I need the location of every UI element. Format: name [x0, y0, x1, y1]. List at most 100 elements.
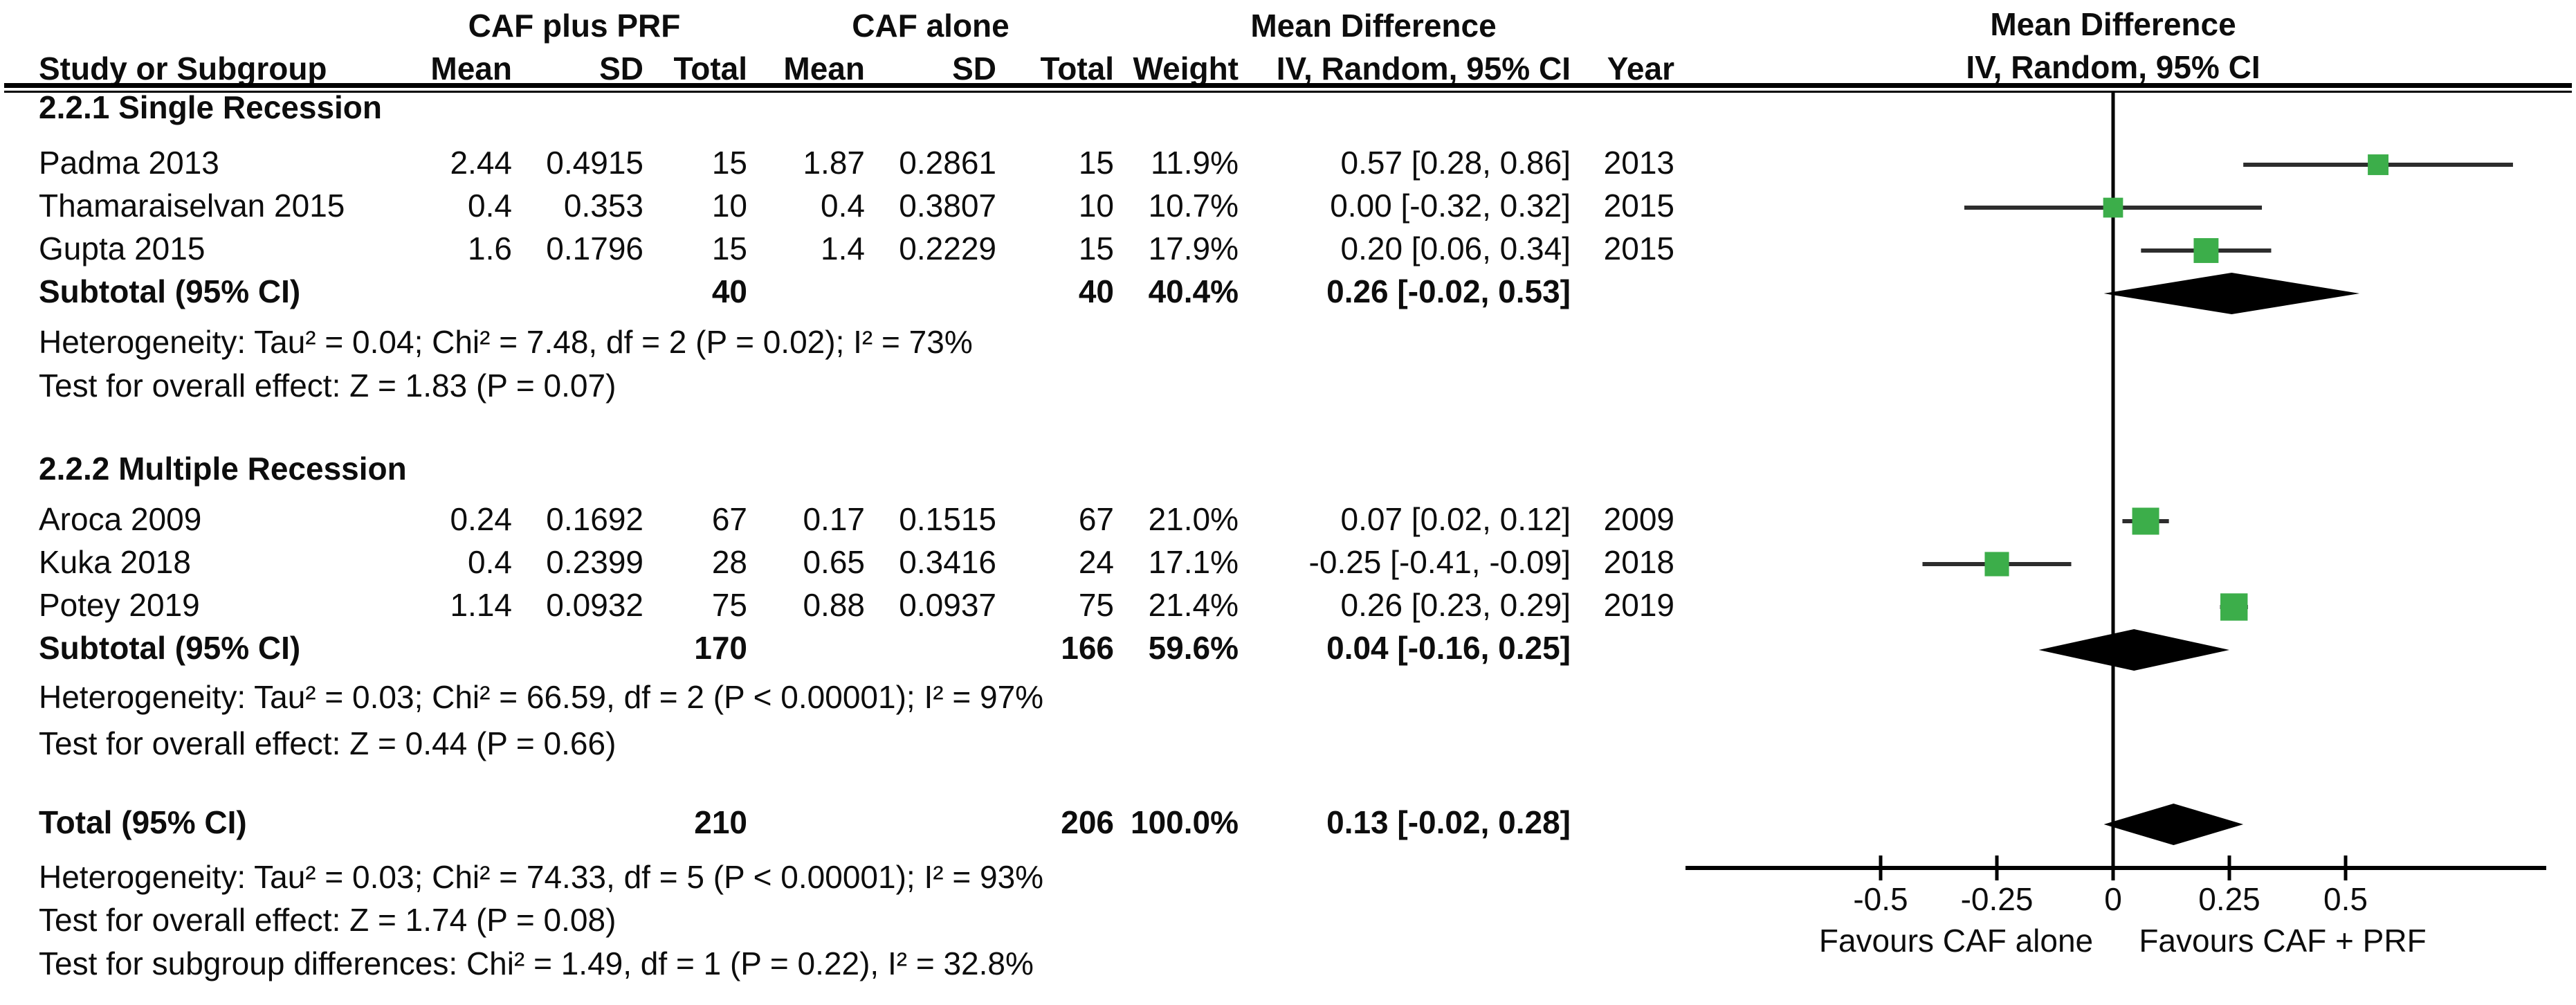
md-ci-text: 0.07 [0.02, 0.12]: [1340, 501, 1571, 537]
total-label: Total (95% CI): [39, 804, 247, 840]
col-header-sd-ctl: SD: [952, 51, 996, 87]
weight-value: 17.9%: [1148, 230, 1239, 266]
col-header-mean-exp: Mean: [430, 51, 512, 87]
weight-value: 11.9%: [1150, 145, 1239, 181]
statistics-note: Test for overall effect: Z = 1.83 (P = 0…: [39, 368, 616, 404]
statistics-note: Heterogeneity: Tau² = 0.03; Chi² = 66.59…: [39, 679, 1044, 715]
subtotal-label: Subtotal (95% CI): [39, 630, 301, 666]
note-row: Heterogeneity: Tau² = 0.03; Chi² = 66.59…: [0, 680, 1702, 718]
weight-value: 17.1%: [1148, 544, 1239, 580]
mean-control: 0.65: [803, 544, 865, 580]
md-column-title: Mean Difference: [1250, 8, 1497, 44]
axis-tick-label: -0.5: [1853, 881, 1908, 917]
total-control: 206: [1061, 804, 1114, 840]
total-row: Total (95% CI) 210 206 100.0% 0.13 [-0.02, 0…: [0, 805, 1702, 844]
total-experimental: 67: [711, 501, 747, 537]
md-ci-text: 0.26 [-0.02, 0.53]: [1326, 273, 1571, 309]
plot-title-line1: Mean Difference: [1990, 6, 2236, 42]
favours-right-label: Favours CAF + PRF: [2139, 923, 2426, 959]
weight-value: 21.0%: [1148, 501, 1239, 537]
header-rule-thin: [4, 91, 2572, 93]
subtotal-diamond: [2103, 273, 2360, 314]
total-control: 75: [1078, 587, 1114, 623]
study-name: Aroca 2009: [39, 501, 202, 537]
total-experimental: 15: [711, 230, 747, 266]
effect-marker: [2220, 593, 2248, 621]
total-control: 67: [1078, 501, 1114, 537]
study-name: Gupta 2015: [39, 230, 205, 266]
total-experimental: 40: [711, 273, 747, 309]
sd-control: 0.3416: [899, 544, 996, 580]
effect-marker: [2368, 154, 2388, 175]
weight-value: 21.4%: [1148, 587, 1239, 623]
total-control: 15: [1078, 145, 1114, 181]
axis-tick-label: 0.5: [2323, 881, 2368, 917]
subtotal-row: Subtotal (95% CI) 170 166 59.6% 0.04 [-0.16,…: [0, 631, 1702, 669]
total-diamond: [2103, 804, 2244, 845]
subgroup-section-label: 2.2.2 Multiple Recession: [39, 451, 407, 487]
group-header-caf-alone: CAF alone: [852, 8, 1010, 44]
total-control: 15: [1078, 230, 1114, 266]
total-experimental: 75: [711, 587, 747, 623]
mean-control: 1.4: [821, 230, 865, 266]
plot-title-line2: IV, Random, 95% CI: [1966, 49, 2260, 85]
note-row: Heterogeneity: Tau² = 0.03; Chi² = 74.33…: [0, 860, 1702, 898]
subtotal-row: Subtotal (95% CI) 40 40 40.4% 0.26 [-0.02, 0…: [0, 274, 1702, 313]
study-name: Potey 2019: [39, 587, 200, 623]
sd-control: 0.2861: [899, 145, 996, 181]
subgroup-section-row: 2.2.1 Single Recession: [0, 90, 1702, 129]
group-header-caf-plus-prf: CAF plus PRF: [468, 8, 681, 44]
weight-value: 100.0%: [1130, 804, 1239, 840]
md-ci-text: 0.57 [0.28, 0.86]: [1340, 145, 1571, 181]
col-header-ci: IV, Random, 95% CI: [1276, 51, 1571, 87]
weight-value: 59.6%: [1148, 630, 1239, 666]
mean-experimental: 0.4: [468, 544, 512, 580]
total-experimental: 170: [694, 630, 747, 666]
note-row: Test for overall effect: Z = 1.83 (P = 0…: [0, 368, 1702, 407]
col-header-year: Year: [1607, 51, 1674, 87]
axis-tick-label: -0.25: [1961, 881, 2034, 917]
statistics-note: Heterogeneity: Tau² = 0.04; Chi² = 7.48,…: [39, 324, 973, 360]
col-header-weight: Weight: [1133, 51, 1239, 87]
md-ci-text: 0.00 [-0.32, 0.32]: [1330, 188, 1571, 224]
year-value: 2018: [1603, 544, 1674, 580]
col-header-mean-ctl: Mean: [783, 51, 865, 87]
header-rule-thick: [4, 83, 2572, 88]
mean-experimental: 0.4: [468, 188, 512, 224]
total-experimental: 10: [711, 188, 747, 224]
subgroup-section-label: 2.2.1 Single Recession: [39, 89, 383, 125]
study-name: Thamaraiselvan 2015: [39, 188, 345, 224]
col-header-sd-exp: SD: [599, 51, 643, 87]
effect-marker: [2193, 238, 2219, 263]
statistics-note: Test for overall effect: Z = 1.74 (P = 0…: [39, 902, 616, 938]
total-experimental: 210: [694, 804, 747, 840]
total-control: 10: [1078, 188, 1114, 224]
subgroup-section-row: 2.2.2 Multiple Recession: [0, 451, 1702, 490]
total-control: 40: [1078, 273, 1114, 309]
mean-control: 1.87: [803, 145, 865, 181]
statistics-note: Test for subgroup differences: Chi² = 1.…: [39, 945, 1034, 981]
total-control: 166: [1061, 630, 1114, 666]
total-experimental: 15: [711, 145, 747, 181]
year-value: 2015: [1603, 188, 1674, 224]
axis-tick-label: 0.25: [2198, 881, 2260, 917]
md-ci-text: -0.25 [-0.41, -0.09]: [1308, 544, 1571, 580]
study-name: Padma 2013: [39, 145, 219, 181]
study-name: Kuka 2018: [39, 544, 191, 580]
year-value: 2013: [1603, 145, 1674, 181]
year-value: 2015: [1603, 230, 1674, 266]
subtotal-label: Subtotal (95% CI): [39, 273, 301, 309]
sd-experimental: 0.1796: [546, 230, 643, 266]
sd-experimental: 0.4915: [546, 145, 643, 181]
note-row: Heterogeneity: Tau² = 0.04; Chi² = 7.48,…: [0, 325, 1702, 363]
total-control: 24: [1078, 544, 1114, 580]
effect-marker: [2132, 507, 2159, 535]
statistics-note: Test for overall effect: Z = 0.44 (P = 0…: [39, 725, 616, 761]
weight-value: 40.4%: [1148, 273, 1239, 309]
mean-control: 0.88: [803, 587, 865, 623]
axis-tick-label: 0: [2104, 881, 2122, 917]
sd-control: 0.2229: [899, 230, 996, 266]
weight-value: 10.7%: [1148, 188, 1239, 224]
study-row: Aroca 2009 0.24 0.1692 67 0.17 0.1515 67 21.0% 0…: [0, 502, 1702, 541]
